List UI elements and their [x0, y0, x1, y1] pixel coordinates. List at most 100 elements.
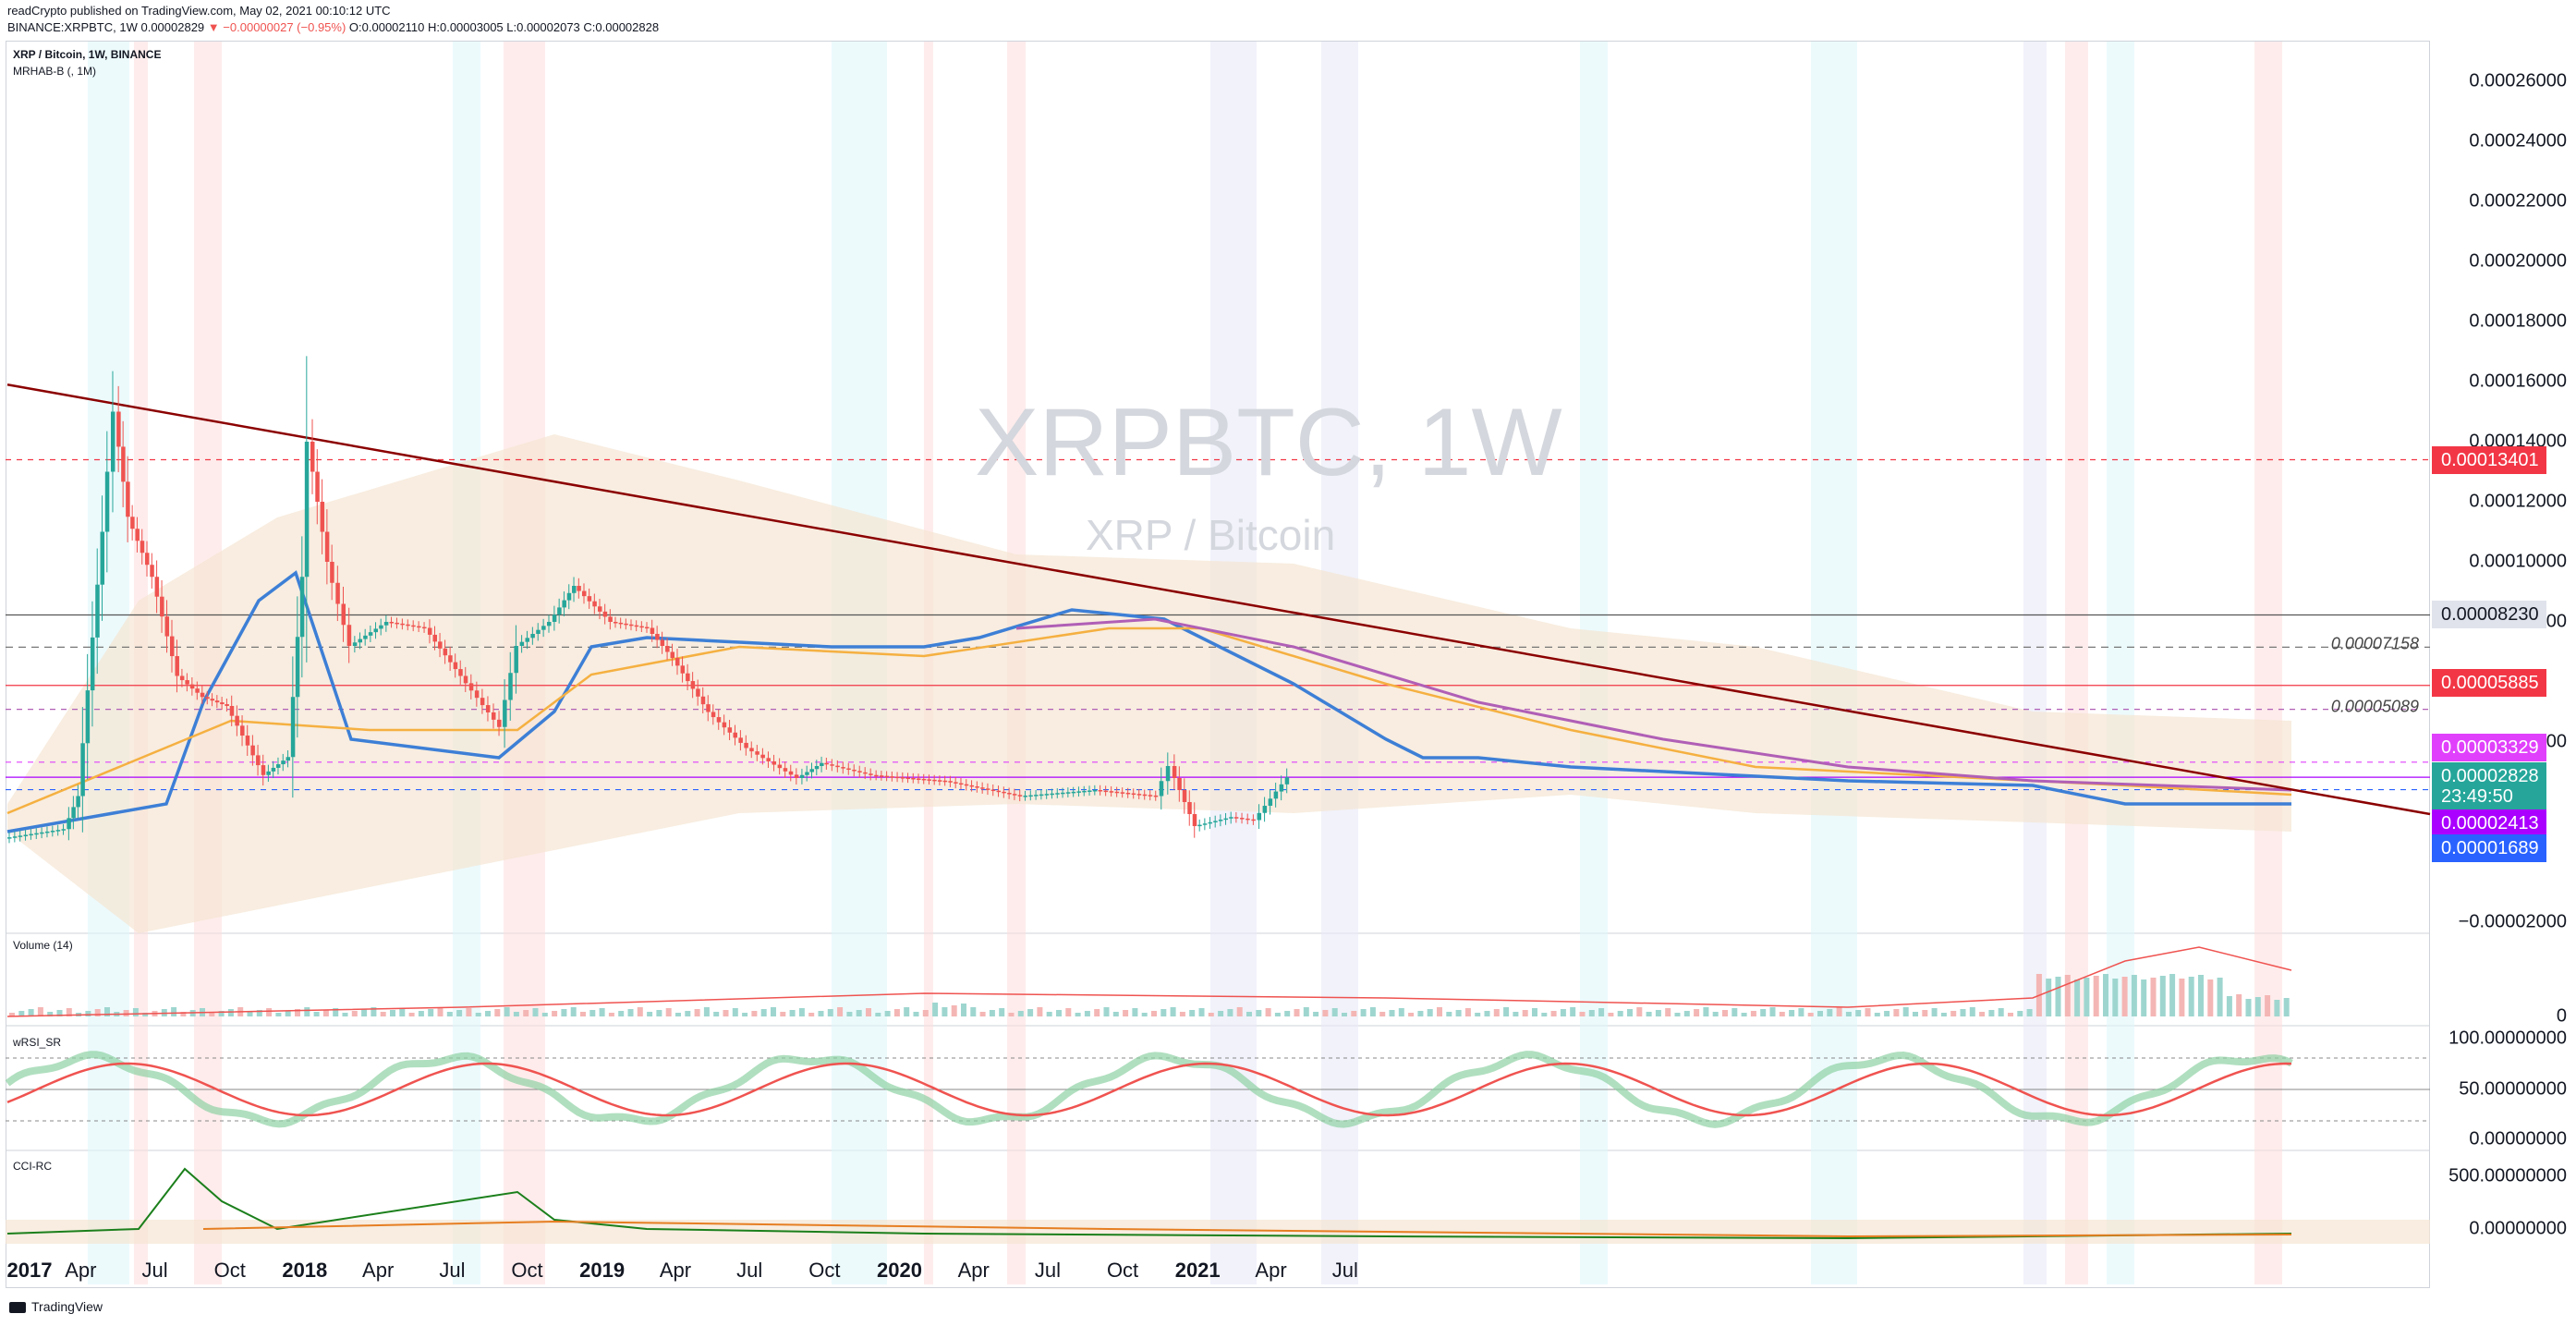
volume-bar: [1446, 1012, 1452, 1016]
candle-body: [890, 776, 894, 778]
volume-bar: [1732, 1008, 1738, 1016]
candle-body: [675, 658, 680, 666]
candle-body: [820, 762, 824, 766]
price-tick-label: −0.00002000: [2458, 911, 2567, 932]
volume-bar: [9, 1013, 15, 1016]
volume-bar: [313, 1012, 320, 1016]
volume-bar: [742, 1013, 748, 1016]
candle-body: [1218, 820, 1223, 821]
volume-bar: [494, 1009, 501, 1016]
volume-bar: [209, 1013, 215, 1016]
candle-body: [766, 758, 771, 761]
volume-bar: [942, 1007, 948, 1016]
volume-bar: [647, 1012, 653, 1016]
candle-body: [1103, 790, 1109, 793]
volume-bar: [1608, 1013, 1614, 1016]
candle-body: [324, 531, 330, 562]
volume-bar: [875, 1013, 881, 1016]
chart-frame[interactable]: [6, 41, 2430, 1288]
volume-bar: [123, 1010, 129, 1016]
rsi-slow-line: [6, 1062, 2292, 1117]
volume-bar: [2283, 998, 2290, 1016]
candle-body: [400, 623, 405, 626]
candle-body: [330, 562, 334, 583]
volume-bar: [1627, 1009, 1633, 1016]
candle-body: [373, 628, 379, 633]
volume-bar: [361, 1009, 368, 1016]
candle-body: [110, 411, 115, 472]
candle-body: [937, 780, 942, 782]
candle-body: [205, 697, 210, 699]
candle-body: [552, 614, 557, 622]
candle-body: [458, 669, 463, 676]
candle-body: [100, 531, 105, 585]
volume-bar: [1179, 1012, 1185, 1016]
main-pane-title: XRP / Bitcoin, 1W, BINANCE: [13, 48, 162, 61]
volume-bar: [1588, 1010, 1595, 1016]
volume-bar: [904, 1007, 910, 1016]
main-indicator-label: MRHAB-B (, 1M): [13, 65, 96, 78]
volume-bar: [608, 1013, 614, 1016]
volume-bar: [675, 1013, 681, 1016]
candle-body: [624, 623, 628, 626]
candle-body: [577, 586, 581, 591]
volume-bar: [1807, 1013, 1814, 1016]
candle-body: [154, 577, 160, 597]
tradingview-logo[interactable]: TradingView: [9, 1299, 103, 1314]
watermark-subtitle: XRP / Bitcoin: [1086, 511, 1336, 559]
volume-bar: [2093, 976, 2099, 1016]
candle-body: [980, 787, 985, 789]
volume-bar: [713, 1012, 720, 1016]
candle-body: [1142, 794, 1148, 797]
candle-body: [1034, 795, 1039, 797]
candle-body: [1279, 784, 1284, 792]
candle-body: [905, 777, 911, 780]
candle-body: [602, 611, 608, 617]
candle-body: [130, 517, 135, 529]
volume-bar: [1027, 1009, 1034, 1016]
candle-body: [755, 751, 759, 755]
candle-body: [629, 624, 634, 627]
candle-body: [145, 553, 150, 566]
candle-body: [80, 743, 85, 797]
volume-bar: [218, 1011, 225, 1016]
candle-body: [911, 778, 916, 780]
volume-bar: [418, 1011, 424, 1016]
price-tag: 0.00001689: [2432, 834, 2546, 862]
candle-body: [256, 755, 261, 766]
candle-body: [315, 471, 320, 502]
candle-body: [1023, 796, 1028, 797]
volume-bar: [1427, 1009, 1433, 1016]
volume-bar: [627, 1009, 634, 1016]
candle-body: [1284, 777, 1290, 785]
tradingview-logo-icon: [9, 1302, 26, 1314]
candle-body: [655, 634, 660, 640]
volume-bar: [1541, 1013, 1548, 1016]
candle-body: [7, 837, 12, 839]
candle-body: [557, 607, 562, 615]
candle-body: [164, 616, 170, 637]
session-band: [2023, 42, 2047, 1284]
change-text: −0.00000027 (−0.95%): [223, 20, 346, 34]
volume-bar: [1655, 1010, 1661, 1016]
candle-body: [225, 704, 229, 706]
volume-bar: [1123, 1010, 1129, 1016]
candle-body: [1028, 795, 1033, 797]
candle-body: [44, 831, 50, 833]
volume-bar: [2226, 996, 2232, 1016]
volume-bar: [1503, 1007, 1510, 1016]
volume-bar: [342, 1013, 348, 1016]
volume-bar: [1922, 1010, 1928, 1016]
volume-bar: [951, 1005, 957, 1016]
volume-bar: [2017, 1011, 2023, 1016]
volume-bar: [456, 1010, 463, 1016]
candle-body: [1202, 823, 1208, 825]
volume-bar: [504, 1007, 510, 1016]
volume-bar: [856, 1010, 862, 1016]
logo-text: TradingView: [31, 1299, 103, 1314]
volume-bar: [665, 1008, 672, 1016]
candle-body: [1240, 818, 1245, 820]
candle-body: [250, 745, 255, 756]
volume-bar: [1722, 1010, 1728, 1016]
